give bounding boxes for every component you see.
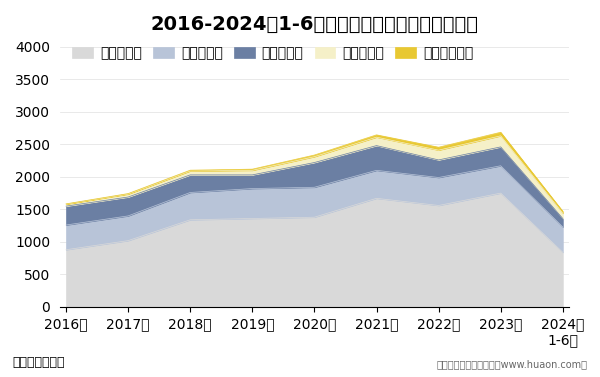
Legend: 火力发电量, 核能发电量, 水力发电量, 风力发电量, 太阳能发电量: 火力发电量, 核能发电量, 水力发电量, 风力发电量, 太阳能发电量 — [67, 41, 479, 66]
Text: 单位：亿千瓦时: 单位：亿千瓦时 — [12, 357, 65, 369]
Text: 制图：华经产业研究院（www.huaon.com）: 制图：华经产业研究院（www.huaon.com） — [437, 359, 588, 369]
Title: 2016-2024年1-6月福建省各发电类型发电量统计: 2016-2024年1-6月福建省各发电类型发电量统计 — [151, 15, 478, 34]
